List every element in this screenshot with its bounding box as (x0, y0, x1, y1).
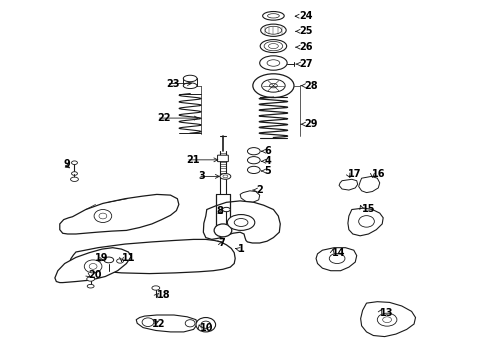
Ellipse shape (383, 317, 392, 323)
Ellipse shape (234, 219, 248, 226)
Ellipse shape (270, 84, 277, 88)
Ellipse shape (183, 75, 197, 82)
Text: 21: 21 (186, 155, 200, 165)
Text: 24: 24 (299, 11, 313, 21)
Polygon shape (316, 248, 357, 271)
Ellipse shape (196, 318, 216, 332)
Text: 13: 13 (380, 308, 393, 318)
Ellipse shape (152, 286, 160, 290)
Polygon shape (348, 208, 383, 236)
Ellipse shape (72, 172, 77, 175)
Text: 23: 23 (167, 78, 180, 89)
Polygon shape (60, 194, 179, 234)
Ellipse shape (87, 277, 95, 281)
Ellipse shape (262, 79, 285, 92)
Text: 27: 27 (299, 59, 313, 69)
Text: 4: 4 (265, 156, 271, 166)
Text: 12: 12 (152, 319, 166, 329)
Text: 22: 22 (157, 113, 171, 123)
Ellipse shape (265, 26, 282, 34)
Ellipse shape (247, 166, 260, 174)
Ellipse shape (94, 210, 112, 222)
Ellipse shape (377, 313, 397, 326)
Text: 10: 10 (200, 323, 214, 333)
Text: 18: 18 (157, 290, 171, 300)
Text: 15: 15 (362, 204, 375, 214)
Text: 7: 7 (219, 238, 225, 248)
Ellipse shape (185, 320, 195, 327)
Ellipse shape (104, 257, 114, 263)
Text: 2: 2 (256, 185, 263, 195)
Text: 8: 8 (217, 206, 223, 216)
Ellipse shape (72, 161, 77, 165)
Ellipse shape (261, 24, 286, 36)
Text: 28: 28 (304, 81, 318, 91)
Ellipse shape (359, 216, 374, 227)
Polygon shape (136, 315, 197, 332)
Ellipse shape (222, 207, 230, 212)
Ellipse shape (260, 56, 287, 70)
Ellipse shape (117, 259, 123, 263)
Polygon shape (55, 248, 131, 283)
Ellipse shape (89, 264, 97, 269)
Text: 25: 25 (299, 26, 313, 36)
Ellipse shape (268, 14, 279, 18)
Ellipse shape (247, 157, 260, 164)
Ellipse shape (223, 175, 228, 178)
Text: 6: 6 (265, 146, 271, 156)
Ellipse shape (263, 12, 284, 20)
Ellipse shape (267, 60, 280, 66)
Polygon shape (359, 176, 380, 193)
Text: 20: 20 (88, 270, 102, 280)
Ellipse shape (329, 253, 345, 264)
Ellipse shape (84, 260, 102, 273)
Text: 9: 9 (64, 159, 71, 169)
Ellipse shape (269, 44, 278, 49)
Text: 5: 5 (265, 166, 271, 176)
Ellipse shape (201, 321, 211, 328)
Ellipse shape (214, 224, 232, 237)
Ellipse shape (183, 83, 197, 89)
Ellipse shape (247, 148, 260, 155)
Ellipse shape (260, 40, 287, 53)
Text: 11: 11 (122, 253, 135, 264)
Text: 19: 19 (95, 253, 109, 264)
Ellipse shape (87, 284, 94, 288)
Text: 26: 26 (299, 42, 313, 52)
Ellipse shape (227, 215, 255, 230)
Polygon shape (70, 239, 235, 274)
FancyBboxPatch shape (218, 155, 228, 162)
Ellipse shape (253, 74, 294, 98)
Polygon shape (361, 302, 416, 337)
Text: 29: 29 (304, 119, 318, 129)
Polygon shape (339, 179, 358, 190)
Text: 16: 16 (372, 168, 386, 179)
Ellipse shape (264, 41, 283, 51)
Ellipse shape (71, 177, 78, 181)
Text: 17: 17 (348, 168, 362, 179)
Ellipse shape (142, 318, 154, 327)
Ellipse shape (99, 213, 107, 219)
Polygon shape (240, 191, 260, 202)
Ellipse shape (220, 174, 231, 179)
Text: 1: 1 (238, 244, 245, 254)
Polygon shape (203, 201, 280, 243)
Text: 14: 14 (332, 248, 346, 258)
Text: 3: 3 (198, 171, 205, 181)
